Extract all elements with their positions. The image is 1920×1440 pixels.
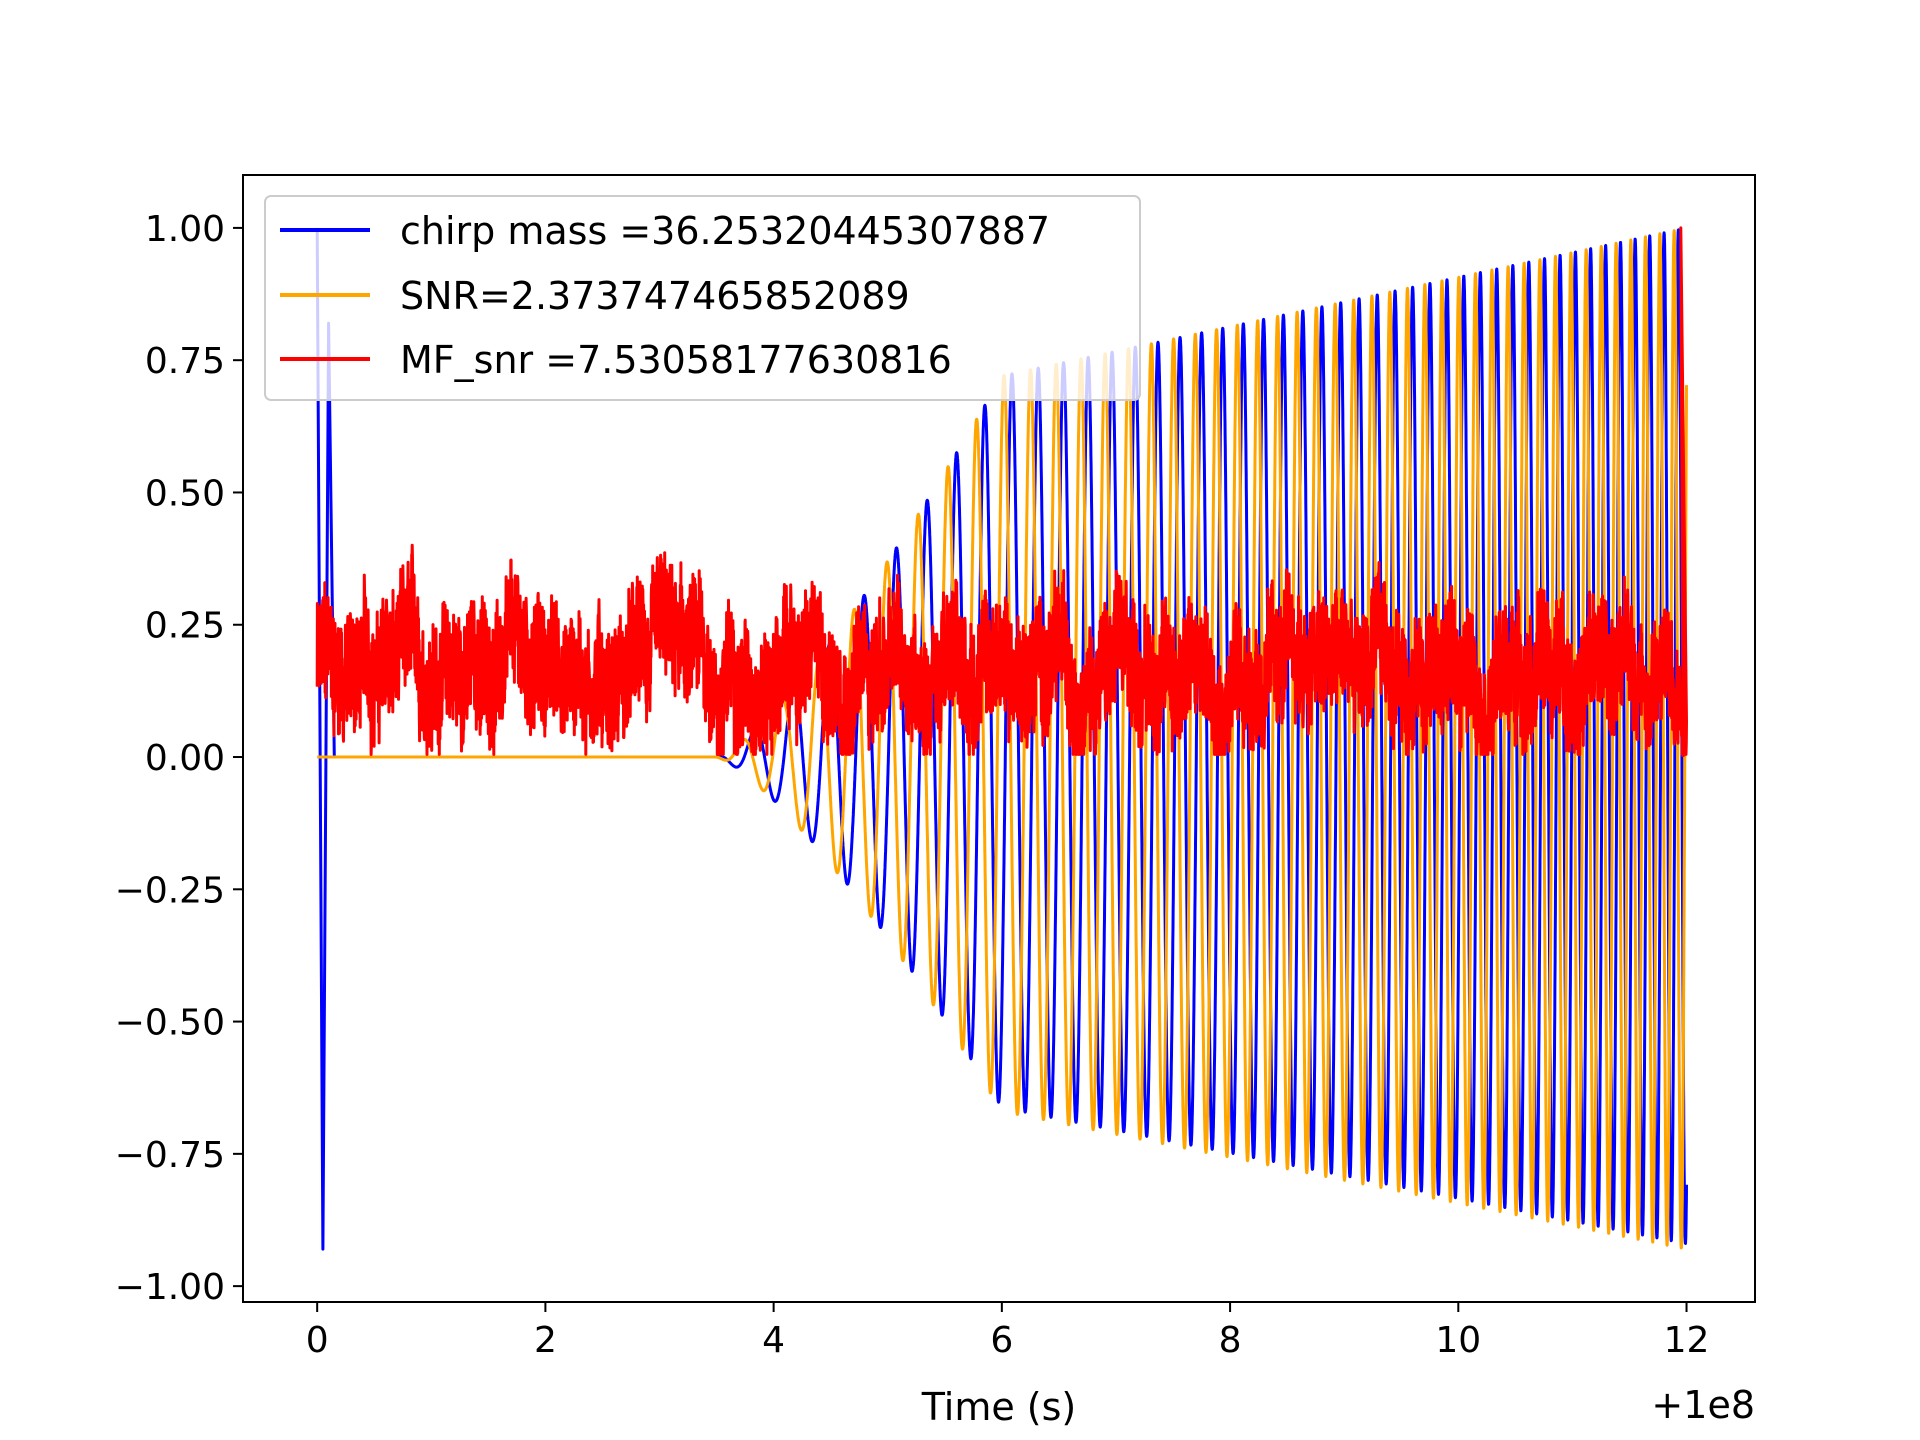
y-tick-label: 0.50 [145,473,225,514]
y-tick-label: −1.00 [115,1267,225,1308]
y-tick-label: −0.50 [115,1003,225,1044]
series-line-snr [315,229,1688,1250]
axes-frame [242,174,1756,1303]
x-axis-offset-text: +1e8 [1651,1383,1755,1427]
y-tick-label: 0.25 [145,606,225,647]
y-tick-label: 0.75 [145,341,225,382]
y-tick-label: 0.00 [145,738,225,779]
x-tick-label: 8 [1219,1320,1242,1361]
y-tick-label: −0.25 [115,870,225,911]
series-layer [315,226,1688,1251]
ticks-layer: 0 2 4 6 8 10 12 1.00 0.75 0.50 0.25 0.00 −0.25 −0.50 −… [115,209,1710,1361]
x-tick-label: 0 [306,1320,329,1361]
legend-box [264,195,1141,401]
x-tick-label: 6 [990,1320,1013,1361]
y-tick-label: −0.75 [115,1135,225,1176]
x-tick-label: 2 [534,1320,557,1361]
legend-label-mf-snr: MF_snr =7.53058177630816 [400,338,952,382]
legend-label-chirp-mass: chirp mass =36.25320445307887 [400,209,1050,253]
x-tick-label: 10 [1435,1320,1481,1361]
x-tick-label: 12 [1664,1320,1710,1361]
x-tick-label: 4 [762,1320,785,1361]
legend-label-snr: SNR=2.373747465852089 [400,274,910,318]
y-tick-label: 1.00 [145,209,225,250]
series-line-mf-snr [315,226,1688,758]
legend: chirp mass =36.25320445307887 SNR=2.3737… [264,195,1141,401]
x-axis-label: Time (s) [921,1385,1077,1429]
